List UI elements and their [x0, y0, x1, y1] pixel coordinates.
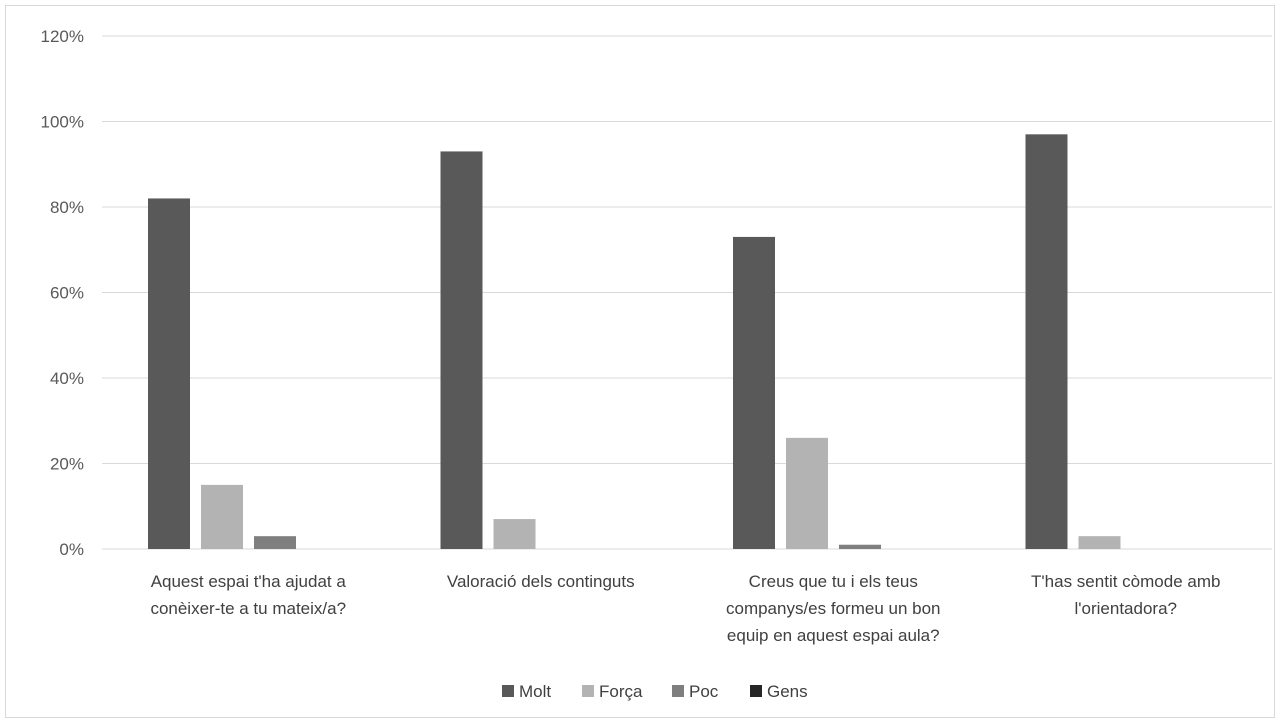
bar-molt-4	[1025, 134, 1068, 549]
category-label: Valoració dels continguts	[447, 572, 635, 591]
category-label: equip en aquest espai aula?	[727, 626, 940, 645]
legend: Molt Força Poc Gens	[502, 682, 808, 701]
category-label: T'has sentit còmode amb	[1031, 572, 1220, 591]
category-label: Aquest espai t'ha ajudat a	[151, 572, 347, 591]
bar-poc-3	[839, 544, 881, 549]
legend-swatch-molt	[502, 685, 514, 697]
gridlines	[102, 35, 1272, 550]
legend-label-gens: Gens	[767, 682, 808, 701]
category-label: conèixer-te a tu mateix/a?	[150, 599, 346, 618]
y-tick-label: 60%	[50, 284, 84, 303]
bars	[148, 134, 1121, 550]
bar-força-4	[1078, 536, 1121, 549]
bar-força-3	[786, 437, 828, 549]
y-tick-label: 80%	[50, 198, 84, 217]
legend-swatch-gens	[750, 685, 762, 697]
legend-label-poc: Poc	[689, 682, 719, 701]
y-axis-tick-labels: 0% 20% 40% 60% 80% 100% 120%	[41, 27, 84, 559]
bar-poc-1	[254, 536, 296, 549]
category-label: companys/es formeu un bon	[726, 599, 941, 618]
bar-força-1	[201, 484, 243, 549]
legend-label-molt: Molt	[519, 682, 551, 701]
y-tick-label: 20%	[50, 455, 84, 474]
y-tick-label: 100%	[41, 113, 84, 132]
category-label: Creus que tu i els teus	[749, 572, 918, 591]
bar-força-2	[493, 519, 536, 549]
bar-molt-2	[440, 151, 483, 550]
y-tick-label: 0%	[59, 540, 84, 559]
legend-swatch-poc	[672, 685, 684, 697]
bar-molt-1	[148, 198, 190, 549]
legend-swatch-força	[582, 685, 594, 697]
y-tick-label: 40%	[50, 369, 84, 388]
y-tick-label: 120%	[41, 27, 84, 46]
category-label: l'orientadora?	[1075, 599, 1177, 618]
legend-label-força: Força	[599, 682, 643, 701]
x-axis-category-labels: Aquest espai t'ha ajudat a conèixer-te a …	[150, 572, 1220, 645]
bar-molt-3	[733, 236, 775, 550]
